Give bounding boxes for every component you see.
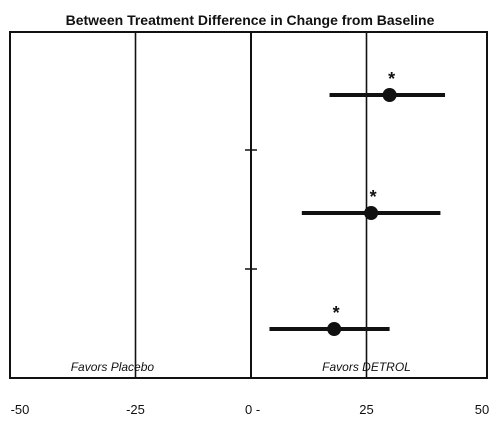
x-tick-label: -50 — [11, 402, 30, 417]
significance-marker: * — [370, 187, 377, 207]
x-tick-label: 50 — [475, 402, 489, 417]
significance-marker: * — [333, 303, 340, 323]
estimates: * * * — [269, 69, 446, 336]
x-tick-labels: -50 -25 0 - 25 50 — [11, 402, 490, 417]
point-estimate — [327, 322, 342, 336]
favor-annotations: Favors Placebo Favors DETROL — [71, 360, 411, 374]
x-tick-label: 25 — [359, 402, 373, 417]
x-tick-label: -25 — [126, 402, 145, 417]
x-tick-label: 0 - — [245, 402, 260, 417]
point-estimate — [382, 88, 397, 102]
chart-title: Between Treatment Difference in Change f… — [66, 12, 435, 28]
reference-lines — [134, 33, 368, 377]
favor-label: Favors Placebo — [71, 360, 155, 374]
point-estimate — [364, 206, 379, 220]
favor-label: Favors DETROL — [322, 360, 411, 374]
significance-marker: * — [388, 69, 395, 89]
plot-frame — [9, 31, 488, 379]
